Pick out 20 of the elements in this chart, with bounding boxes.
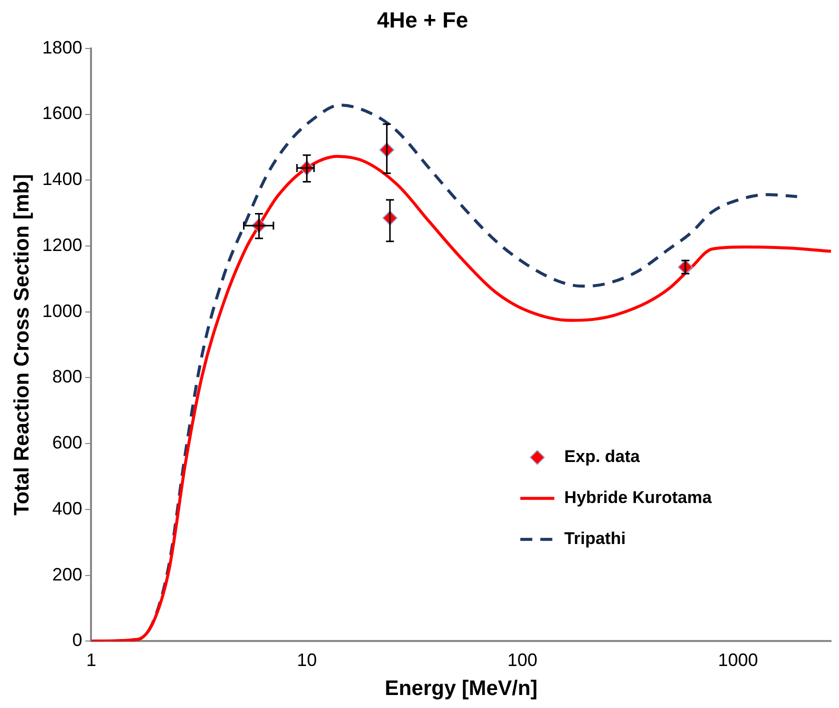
- legend-label: Hybride Kurotama: [564, 488, 712, 508]
- y-tick-label: 400: [52, 498, 82, 518]
- x-tick-label: 100: [507, 650, 538, 670]
- x-tick-label: 10: [296, 650, 317, 670]
- y-tick-label: 0: [72, 630, 82, 650]
- y-tick-label: 800: [52, 366, 82, 387]
- chart-title: 4He + Fe: [376, 7, 468, 32]
- x-tick-label: 1: [86, 650, 96, 670]
- legend-label: Exp. data: [564, 447, 640, 466]
- y-tick-label: 200: [52, 564, 82, 584]
- y-tick-label: 1800: [42, 37, 82, 58]
- x-axis-title: Energy [MeV/n]: [384, 677, 538, 700]
- y-tick-label: 1200: [42, 234, 82, 255]
- y-tick-label: 1600: [42, 103, 82, 124]
- y-tick-label: 600: [52, 432, 82, 453]
- y-tick-label: 1400: [42, 169, 82, 190]
- x-tick-label: 1000: [718, 650, 758, 670]
- y-axis-title: Total Reaction Cross Section [mb]: [10, 174, 34, 516]
- legend-label: Tripathi: [564, 529, 626, 548]
- y-tick-label: 1000: [42, 300, 82, 321]
